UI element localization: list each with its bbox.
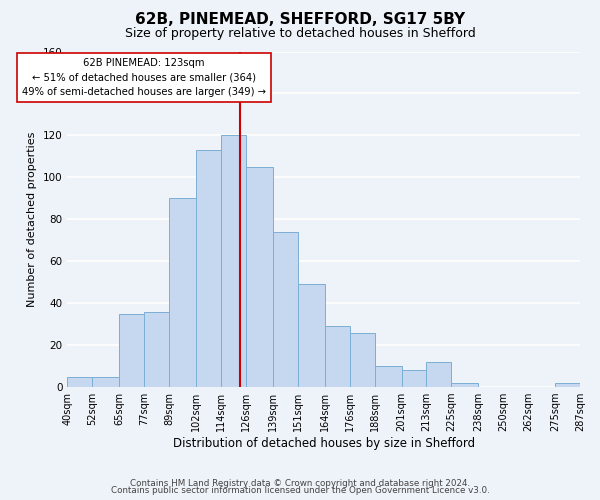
Bar xyxy=(555,383,580,387)
Bar xyxy=(451,383,478,387)
Bar xyxy=(374,366,401,387)
Bar xyxy=(144,312,169,387)
Bar xyxy=(119,314,144,387)
X-axis label: Distribution of detached houses by size in Shefford: Distribution of detached houses by size … xyxy=(173,437,475,450)
Text: Contains public sector information licensed under the Open Government Licence v3: Contains public sector information licen… xyxy=(110,486,490,495)
Bar xyxy=(298,284,325,387)
Text: 62B PINEMEAD: 123sqm
← 51% of detached houses are smaller (364)
49% of semi-deta: 62B PINEMEAD: 123sqm ← 51% of detached h… xyxy=(22,58,266,98)
Text: Size of property relative to detached houses in Shefford: Size of property relative to detached ho… xyxy=(125,28,475,40)
Bar xyxy=(169,198,196,387)
Bar xyxy=(67,376,92,387)
Text: 62B, PINEMEAD, SHEFFORD, SG17 5BY: 62B, PINEMEAD, SHEFFORD, SG17 5BY xyxy=(135,12,465,28)
Bar xyxy=(350,332,374,387)
Bar xyxy=(273,232,298,387)
Bar xyxy=(221,136,246,387)
Bar xyxy=(246,167,273,387)
Bar xyxy=(92,376,119,387)
Y-axis label: Number of detached properties: Number of detached properties xyxy=(27,132,37,307)
Text: Contains HM Land Registry data © Crown copyright and database right 2024.: Contains HM Land Registry data © Crown c… xyxy=(130,478,470,488)
Bar xyxy=(401,370,427,387)
Bar xyxy=(196,150,221,387)
Bar xyxy=(427,362,451,387)
Bar xyxy=(325,326,350,387)
